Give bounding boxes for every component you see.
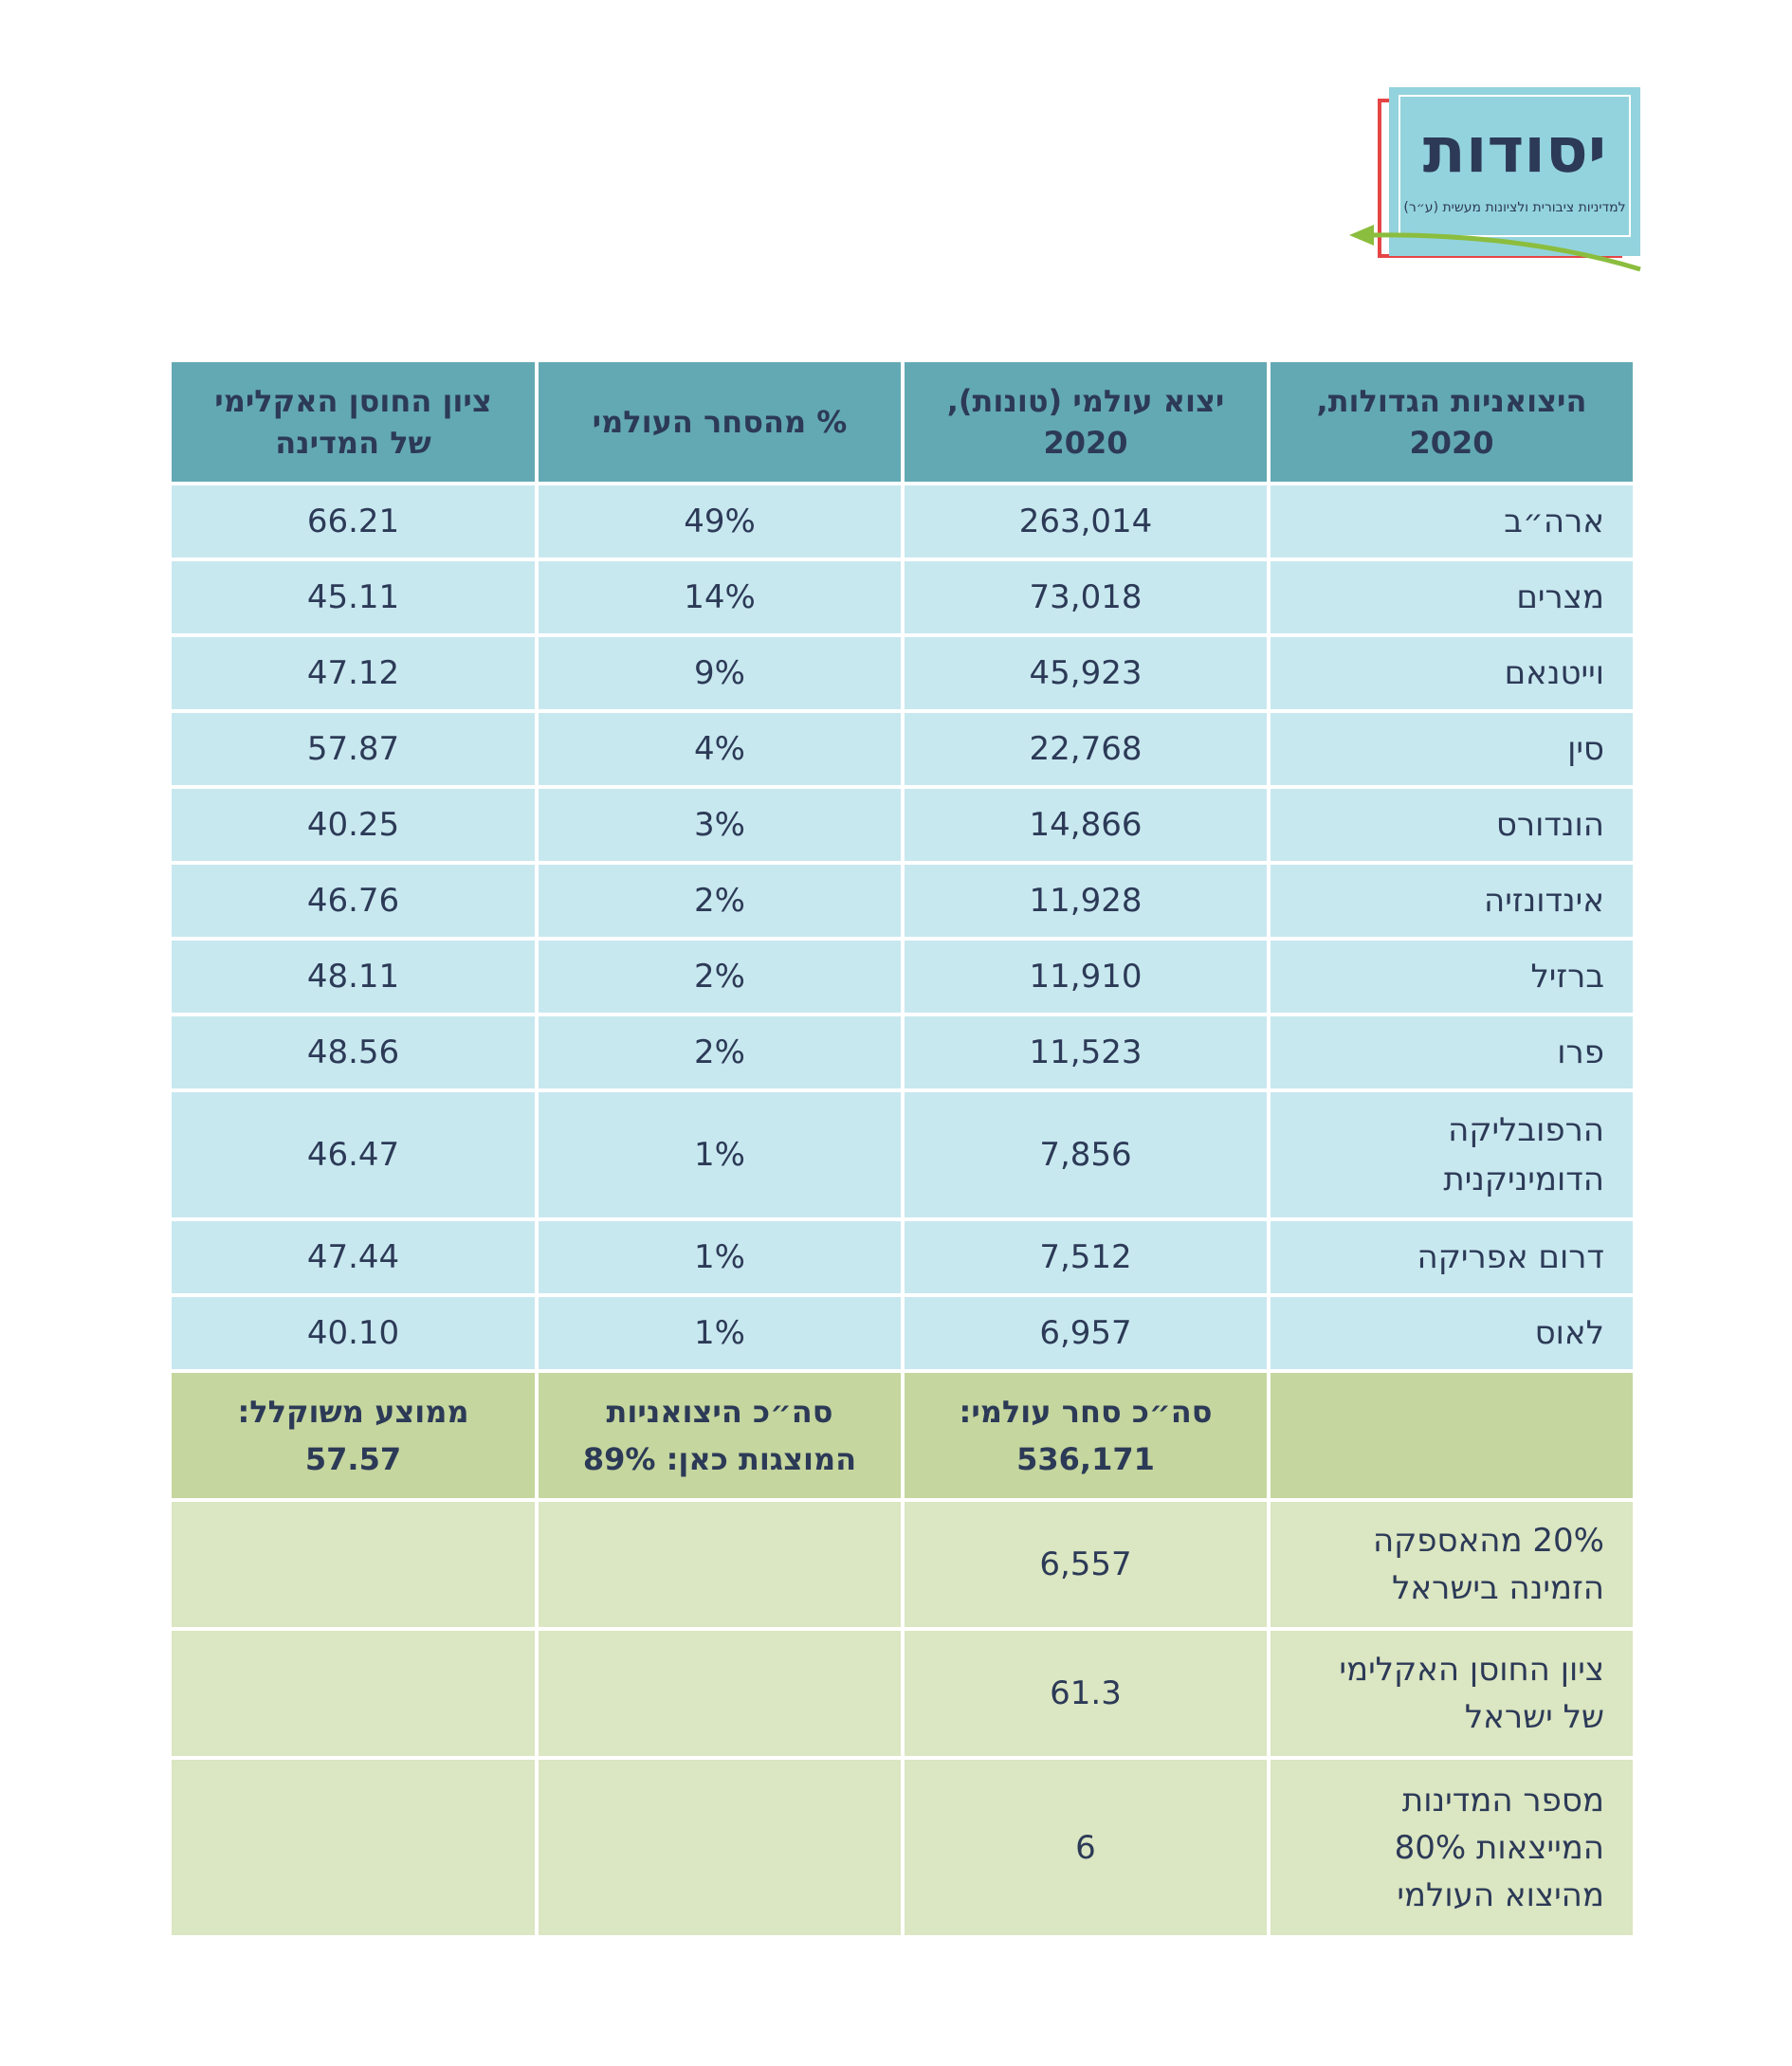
footer-label-cell: 20% מהאספקה הזמינה בישראל (1267, 1498, 1637, 1631)
country-cell: פרו (1267, 1013, 1637, 1092)
country-cell: דרום אפריקה (1267, 1217, 1637, 1297)
share-cell: 9% (535, 633, 905, 713)
summary-blank-cell (1267, 1369, 1637, 1502)
footer-value-cell: 6,557 (901, 1498, 1271, 1631)
footer-empty-cell (168, 1498, 539, 1631)
score-cell: 46.47 (168, 1088, 539, 1221)
header-trade-share: % מהסחר העולמי (535, 358, 905, 485)
header-climate-score: ציון החוסן האקלימי של המדינה (168, 358, 539, 485)
score-cell: 47.12 (168, 633, 539, 713)
export-cell: 263,014 (901, 482, 1271, 561)
score-cell: 48.56 (168, 1013, 539, 1092)
country-cell: וייטנאם (1267, 633, 1637, 713)
table-row: הרפובליקה הדומיניקנית 7,856 1% 46.47 (168, 1088, 1637, 1221)
footer-empty-cell (535, 1498, 905, 1631)
logo-tagline: למדיניות ציבורית ולציונות מעשית (ע״ר) (1403, 200, 1626, 215)
share-cell: 3% (535, 785, 905, 865)
export-cell: 73,018 (901, 558, 1271, 637)
country-cell: מצרים (1267, 558, 1637, 637)
share-cell: 1% (535, 1088, 905, 1221)
share-cell: 4% (535, 709, 905, 789)
country-cell: ארה״ב (1267, 482, 1637, 561)
table-row: ברזיל 11,910 2% 48.11 (168, 937, 1637, 1016)
country-cell: סין (1267, 709, 1637, 789)
logo-inner-frame (1399, 95, 1631, 237)
footer-value-cell: 6 (901, 1756, 1271, 1939)
country-cell: לאוס (1267, 1293, 1637, 1373)
country-cell: אינדונזיה (1267, 861, 1637, 941)
arrow-icon (1349, 225, 1641, 272)
share-cell: 14% (535, 558, 905, 637)
table-row: אינדונזיה 11,928 2% 46.76 (168, 861, 1637, 941)
footer-empty-cell (535, 1627, 905, 1760)
export-cell: 7,856 (901, 1088, 1271, 1221)
share-cell: 2% (535, 1013, 905, 1092)
share-cell: 2% (535, 937, 905, 1016)
footer-empty-cell (168, 1627, 539, 1760)
table-row: פרו 11,523 2% 48.56 (168, 1013, 1637, 1092)
logo-box (1389, 87, 1640, 256)
export-cell: 22,768 (901, 709, 1271, 789)
table-row: לאוס 6,957 1% 40.10 (168, 1293, 1637, 1373)
total-share-cell: סה״כ היצואניות המוצגות כאן: 89% (535, 1369, 905, 1502)
summary-row: סה״כ סחר עולמי: 536,171 סה״כ היצואניות המו… (168, 1369, 1637, 1502)
footer-empty-cell (168, 1756, 539, 1939)
footer-label-cell: מספר המדינות המייצאות 80% מהיצוא העולמי (1267, 1756, 1637, 1939)
export-cell: 11,523 (901, 1013, 1271, 1092)
table-row: וייטנאם 45,923 9% 47.12 (168, 633, 1637, 713)
table-row: ארה״ב 263,014 49% 66.21 (168, 482, 1637, 561)
footer-row: ציון החוסן האקלימי של ישראל 61.3 (168, 1627, 1637, 1760)
score-cell: 45.11 (168, 558, 539, 637)
table-row: דרום אפריקה 7,512 1% 47.44 (168, 1217, 1637, 1297)
table-row: סין 22,768 4% 57.87 (168, 709, 1637, 789)
table-row: הונדורס 14,866 3% 40.25 (168, 785, 1637, 865)
footer-row: 20% מהאספקה הזמינה בישראל 6,557 (168, 1498, 1637, 1631)
yesodot-logo: יסודות למדיניות ציבורית ולציונות מעשית (… (1332, 83, 1645, 283)
export-cell: 14,866 (901, 785, 1271, 865)
table-row: מצרים 73,018 14% 45.11 (168, 558, 1637, 637)
header-row: היצואניות הגדולות, 2020 יצוא עולמי (טונות… (168, 358, 1637, 485)
header-world-export: יצוא עולמי (טונות), 2020 (901, 358, 1271, 485)
total-trade-cell: סה״כ סחר עולמי: 536,171 (901, 1369, 1271, 1502)
share-cell: 1% (535, 1217, 905, 1297)
country-cell: הונדורס (1267, 785, 1637, 865)
export-cell: 11,928 (901, 861, 1271, 941)
score-cell: 47.44 (168, 1217, 539, 1297)
score-cell: 66.21 (168, 482, 539, 561)
footer-label-cell: ציון החוסן האקלימי של ישראל (1267, 1627, 1637, 1760)
country-cell: ברזיל (1267, 937, 1637, 1016)
logo-name: יסודות (1422, 114, 1607, 187)
share-cell: 2% (535, 861, 905, 941)
score-cell: 57.87 (168, 709, 539, 789)
country-cell: הרפובליקה הדומיניקנית (1267, 1088, 1637, 1221)
footer-empty-cell (535, 1756, 905, 1939)
score-cell: 40.10 (168, 1293, 539, 1373)
score-cell: 40.25 (168, 785, 539, 865)
export-cell: 45,923 (901, 633, 1271, 713)
export-cell: 6,957 (901, 1293, 1271, 1373)
share-cell: 49% (535, 482, 905, 561)
exporters-table: היצואניות הגדולות, 2020 יצוא עולמי (טונות… (168, 358, 1637, 1939)
footer-value-cell: 61.3 (901, 1627, 1271, 1760)
share-cell: 1% (535, 1293, 905, 1373)
footer-row: מספר המדינות המייצאות 80% מהיצוא העולמי 6 (168, 1756, 1637, 1939)
export-cell: 11,910 (901, 937, 1271, 1016)
export-cell: 7,512 (901, 1217, 1271, 1297)
header-exporters: היצואניות הגדולות, 2020 (1267, 358, 1637, 485)
weighted-average-cell: ממוצע משוקלל: 57.57 (168, 1369, 539, 1502)
score-cell: 46.76 (168, 861, 539, 941)
score-cell: 48.11 (168, 937, 539, 1016)
